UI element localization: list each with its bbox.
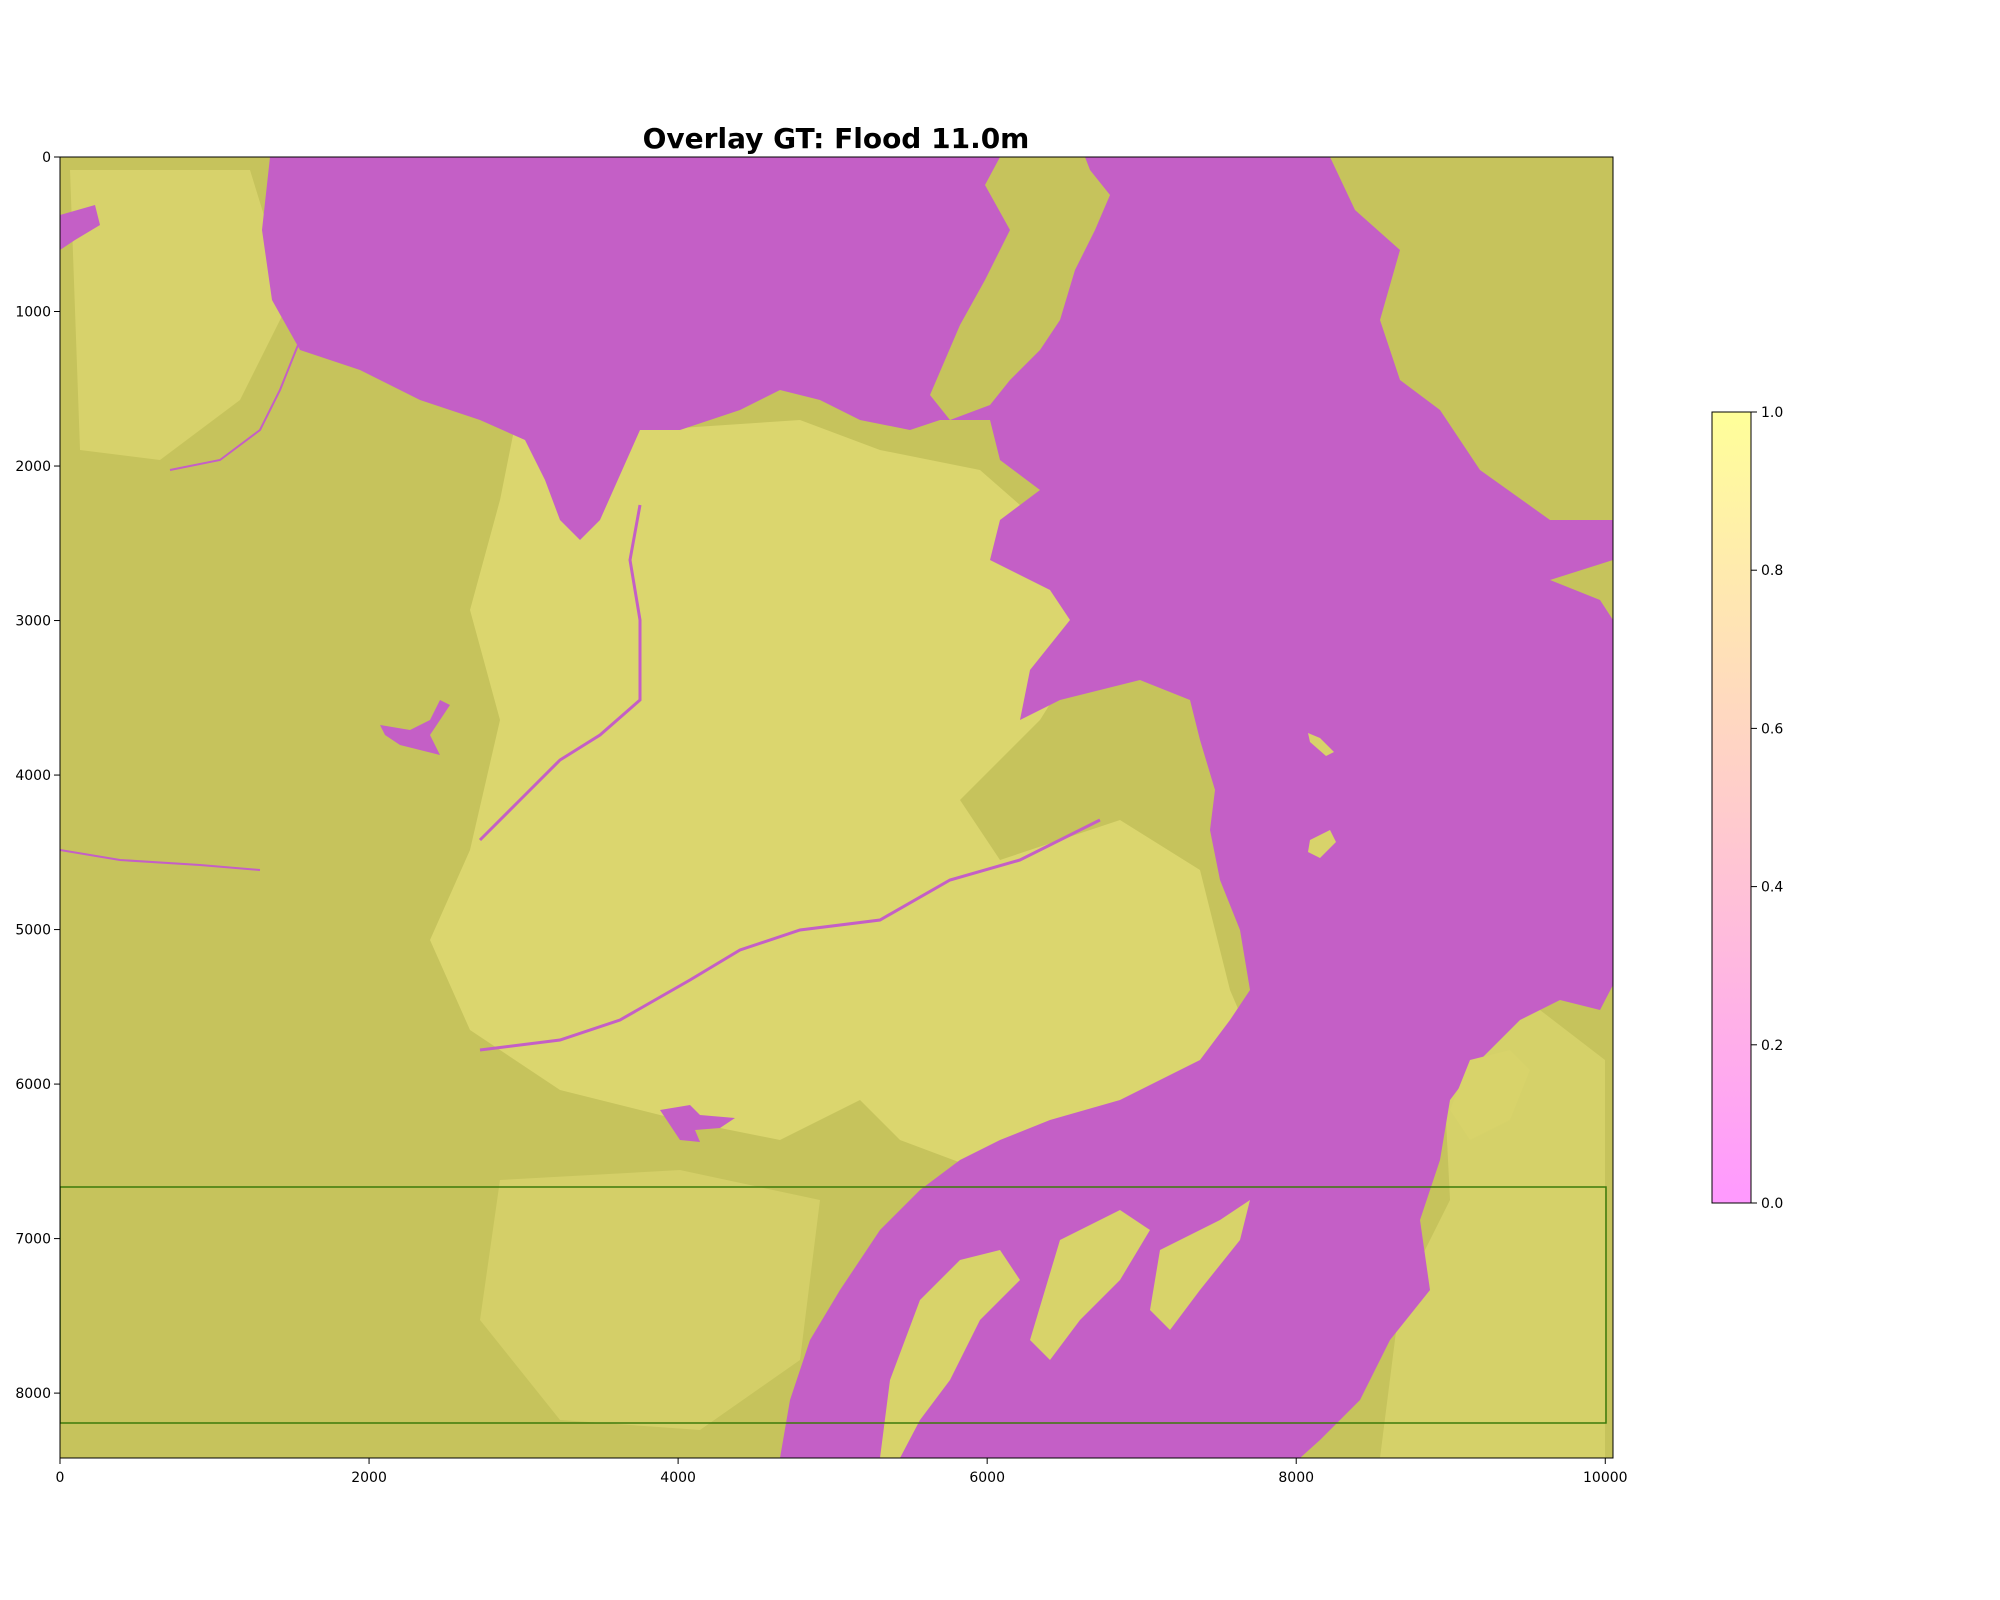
colorbar-tick-label: 0.4 <box>1761 880 1783 896</box>
colorbar-tick-label: 0.8 <box>1761 563 1783 579</box>
urban-land-region <box>1380 1000 1605 1458</box>
flood-overlay-map <box>60 157 1613 1458</box>
colorbar-ticks: 0.0 0.2 0.4 0.6 0.8 1.0 <box>1751 405 1783 1212</box>
x-tick-label: 0 <box>56 1470 65 1486</box>
island <box>1308 830 1336 858</box>
land-peninsula <box>1030 1210 1150 1360</box>
land-peninsula <box>1450 1050 1530 1140</box>
land-peninsula <box>1150 1200 1250 1330</box>
x-tick-label: 4000 <box>660 1470 696 1486</box>
inland-lake <box>380 700 450 755</box>
colorbar-tick-label: 0.0 <box>1761 1196 1783 1212</box>
plot-frame <box>59 156 1614 1459</box>
y-tick-label: 3000 <box>15 614 51 630</box>
urban-land-region <box>70 170 290 460</box>
y-tick-label: 0 <box>42 150 51 166</box>
inland-lake <box>660 1105 735 1142</box>
y-tick-label: 5000 <box>15 923 51 939</box>
y-tick-label: 1000 <box>15 305 51 321</box>
annotation-box <box>60 1186 1607 1424</box>
x-tick-label: 8000 <box>1278 1470 1314 1486</box>
urban-land-region <box>480 1170 820 1430</box>
x-axis: 0 2000 4000 6000 8000 10000 <box>56 1458 1628 1486</box>
x-tick-label: 2000 <box>351 1470 387 1486</box>
y-tick-label: 6000 <box>15 1077 51 1093</box>
colorbar-tick-label: 0.2 <box>1761 1038 1783 1054</box>
x-tick-label: 10000 <box>1583 1470 1628 1486</box>
y-tick-label: 2000 <box>15 459 51 475</box>
y-tick-label: 7000 <box>15 1232 51 1248</box>
river <box>478 504 642 842</box>
x-tick-label: 6000 <box>969 1470 1005 1486</box>
island <box>1308 733 1334 756</box>
flood-water-region <box>262 157 1613 1458</box>
river <box>479 818 1101 1052</box>
inland-lake <box>60 205 100 250</box>
river <box>169 339 301 471</box>
chart-title: Overlay GT: Flood 11.0m <box>643 122 1030 155</box>
y-tick-label: 4000 <box>15 768 51 784</box>
river <box>60 849 261 871</box>
colorbar <box>1711 411 1752 1204</box>
y-axis: 0 1000 2000 3000 4000 5000 6000 7000 8000 <box>15 150 60 1402</box>
colorbar-tick-label: 1.0 <box>1761 405 1783 421</box>
y-tick-label: 8000 <box>15 1386 51 1402</box>
land-peninsula <box>880 1250 1020 1458</box>
colorbar-tick-label: 0.6 <box>1761 721 1783 737</box>
